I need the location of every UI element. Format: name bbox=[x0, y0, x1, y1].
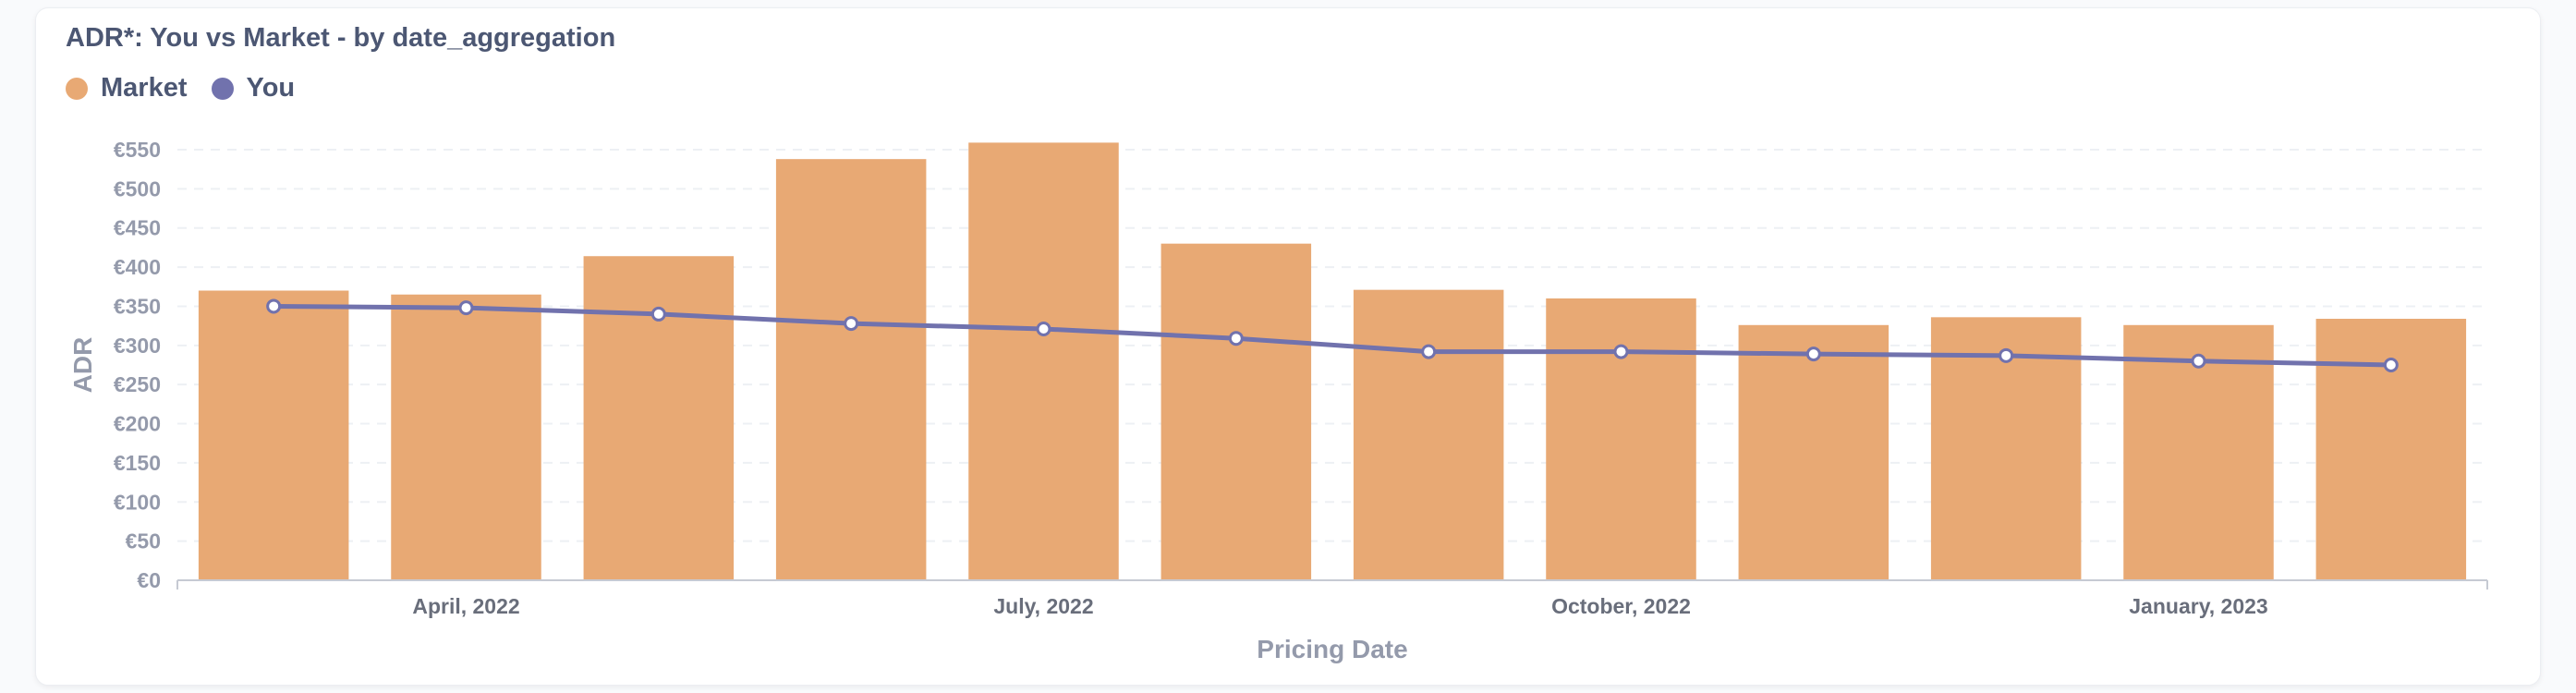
y-tick-label: €300 bbox=[114, 334, 161, 358]
market-bar[interactable] bbox=[1160, 243, 1312, 580]
y-tick-label: €500 bbox=[114, 176, 161, 201]
you-point[interactable] bbox=[2383, 358, 2399, 372]
market-bar[interactable] bbox=[775, 159, 927, 580]
you-point[interactable] bbox=[2191, 353, 2206, 369]
legend-item-you[interactable]: You bbox=[211, 73, 296, 103]
y-tick-label: €150 bbox=[114, 451, 161, 475]
market-bars bbox=[198, 142, 2467, 580]
x-tick-label: July, 2022 bbox=[993, 594, 1093, 618]
you-point[interactable] bbox=[458, 300, 474, 316]
y-tick-label: €200 bbox=[114, 412, 161, 436]
market-bar[interactable] bbox=[1546, 298, 1696, 580]
you-point[interactable] bbox=[266, 298, 282, 314]
y-tick-label: €550 bbox=[114, 138, 161, 162]
market-bar[interactable] bbox=[968, 142, 1119, 580]
y-axis-title: ADR bbox=[68, 337, 97, 394]
legend-dot-you bbox=[211, 77, 234, 100]
you-point[interactable] bbox=[1613, 344, 1629, 359]
legend-label-market: Market bbox=[101, 73, 188, 103]
x-tick-label: October, 2022 bbox=[1551, 594, 1691, 618]
chart-axes: €0 €50 €100 €150 €200 €250 €300 €350 €400 €450 €50… bbox=[114, 138, 2488, 618]
y-tick-label: €250 bbox=[114, 372, 161, 396]
legend-item-market[interactable]: Market bbox=[66, 73, 188, 103]
you-point[interactable] bbox=[1999, 347, 2014, 363]
y-tick-label: €0 bbox=[137, 568, 161, 592]
x-tick-label: January, 2023 bbox=[2129, 594, 2267, 618]
x-axis-title: Pricing Date bbox=[1257, 635, 1407, 663]
you-point[interactable] bbox=[1036, 322, 1051, 337]
y-tick-label: €50 bbox=[126, 529, 161, 553]
you-point[interactable] bbox=[1228, 331, 1244, 346]
market-bar[interactable] bbox=[583, 256, 735, 580]
y-tick-label: €400 bbox=[114, 255, 161, 279]
market-bar[interactable] bbox=[391, 294, 541, 580]
chart-title: ADR*: You vs Market - by date_aggregatio… bbox=[66, 23, 616, 53]
market-bar[interactable] bbox=[1738, 324, 1889, 580]
you-point[interactable] bbox=[1421, 344, 1437, 359]
you-point[interactable] bbox=[650, 306, 666, 322]
y-tick-label: €350 bbox=[114, 294, 161, 318]
x-tick-label: April, 2022 bbox=[412, 594, 519, 618]
you-point[interactable] bbox=[844, 316, 859, 332]
legend-dot-market bbox=[66, 77, 88, 100]
you-line bbox=[273, 303, 2391, 368]
you-line-series bbox=[266, 298, 2399, 372]
legend-label-you: You bbox=[246, 73, 296, 103]
y-tick-label: €450 bbox=[114, 216, 161, 240]
market-bar[interactable] bbox=[1353, 289, 1504, 580]
you-point[interactable] bbox=[1805, 346, 1821, 362]
y-tick-label: €100 bbox=[114, 490, 161, 514]
chart-legend: Market You bbox=[66, 73, 295, 103]
market-bar[interactable] bbox=[198, 290, 349, 580]
